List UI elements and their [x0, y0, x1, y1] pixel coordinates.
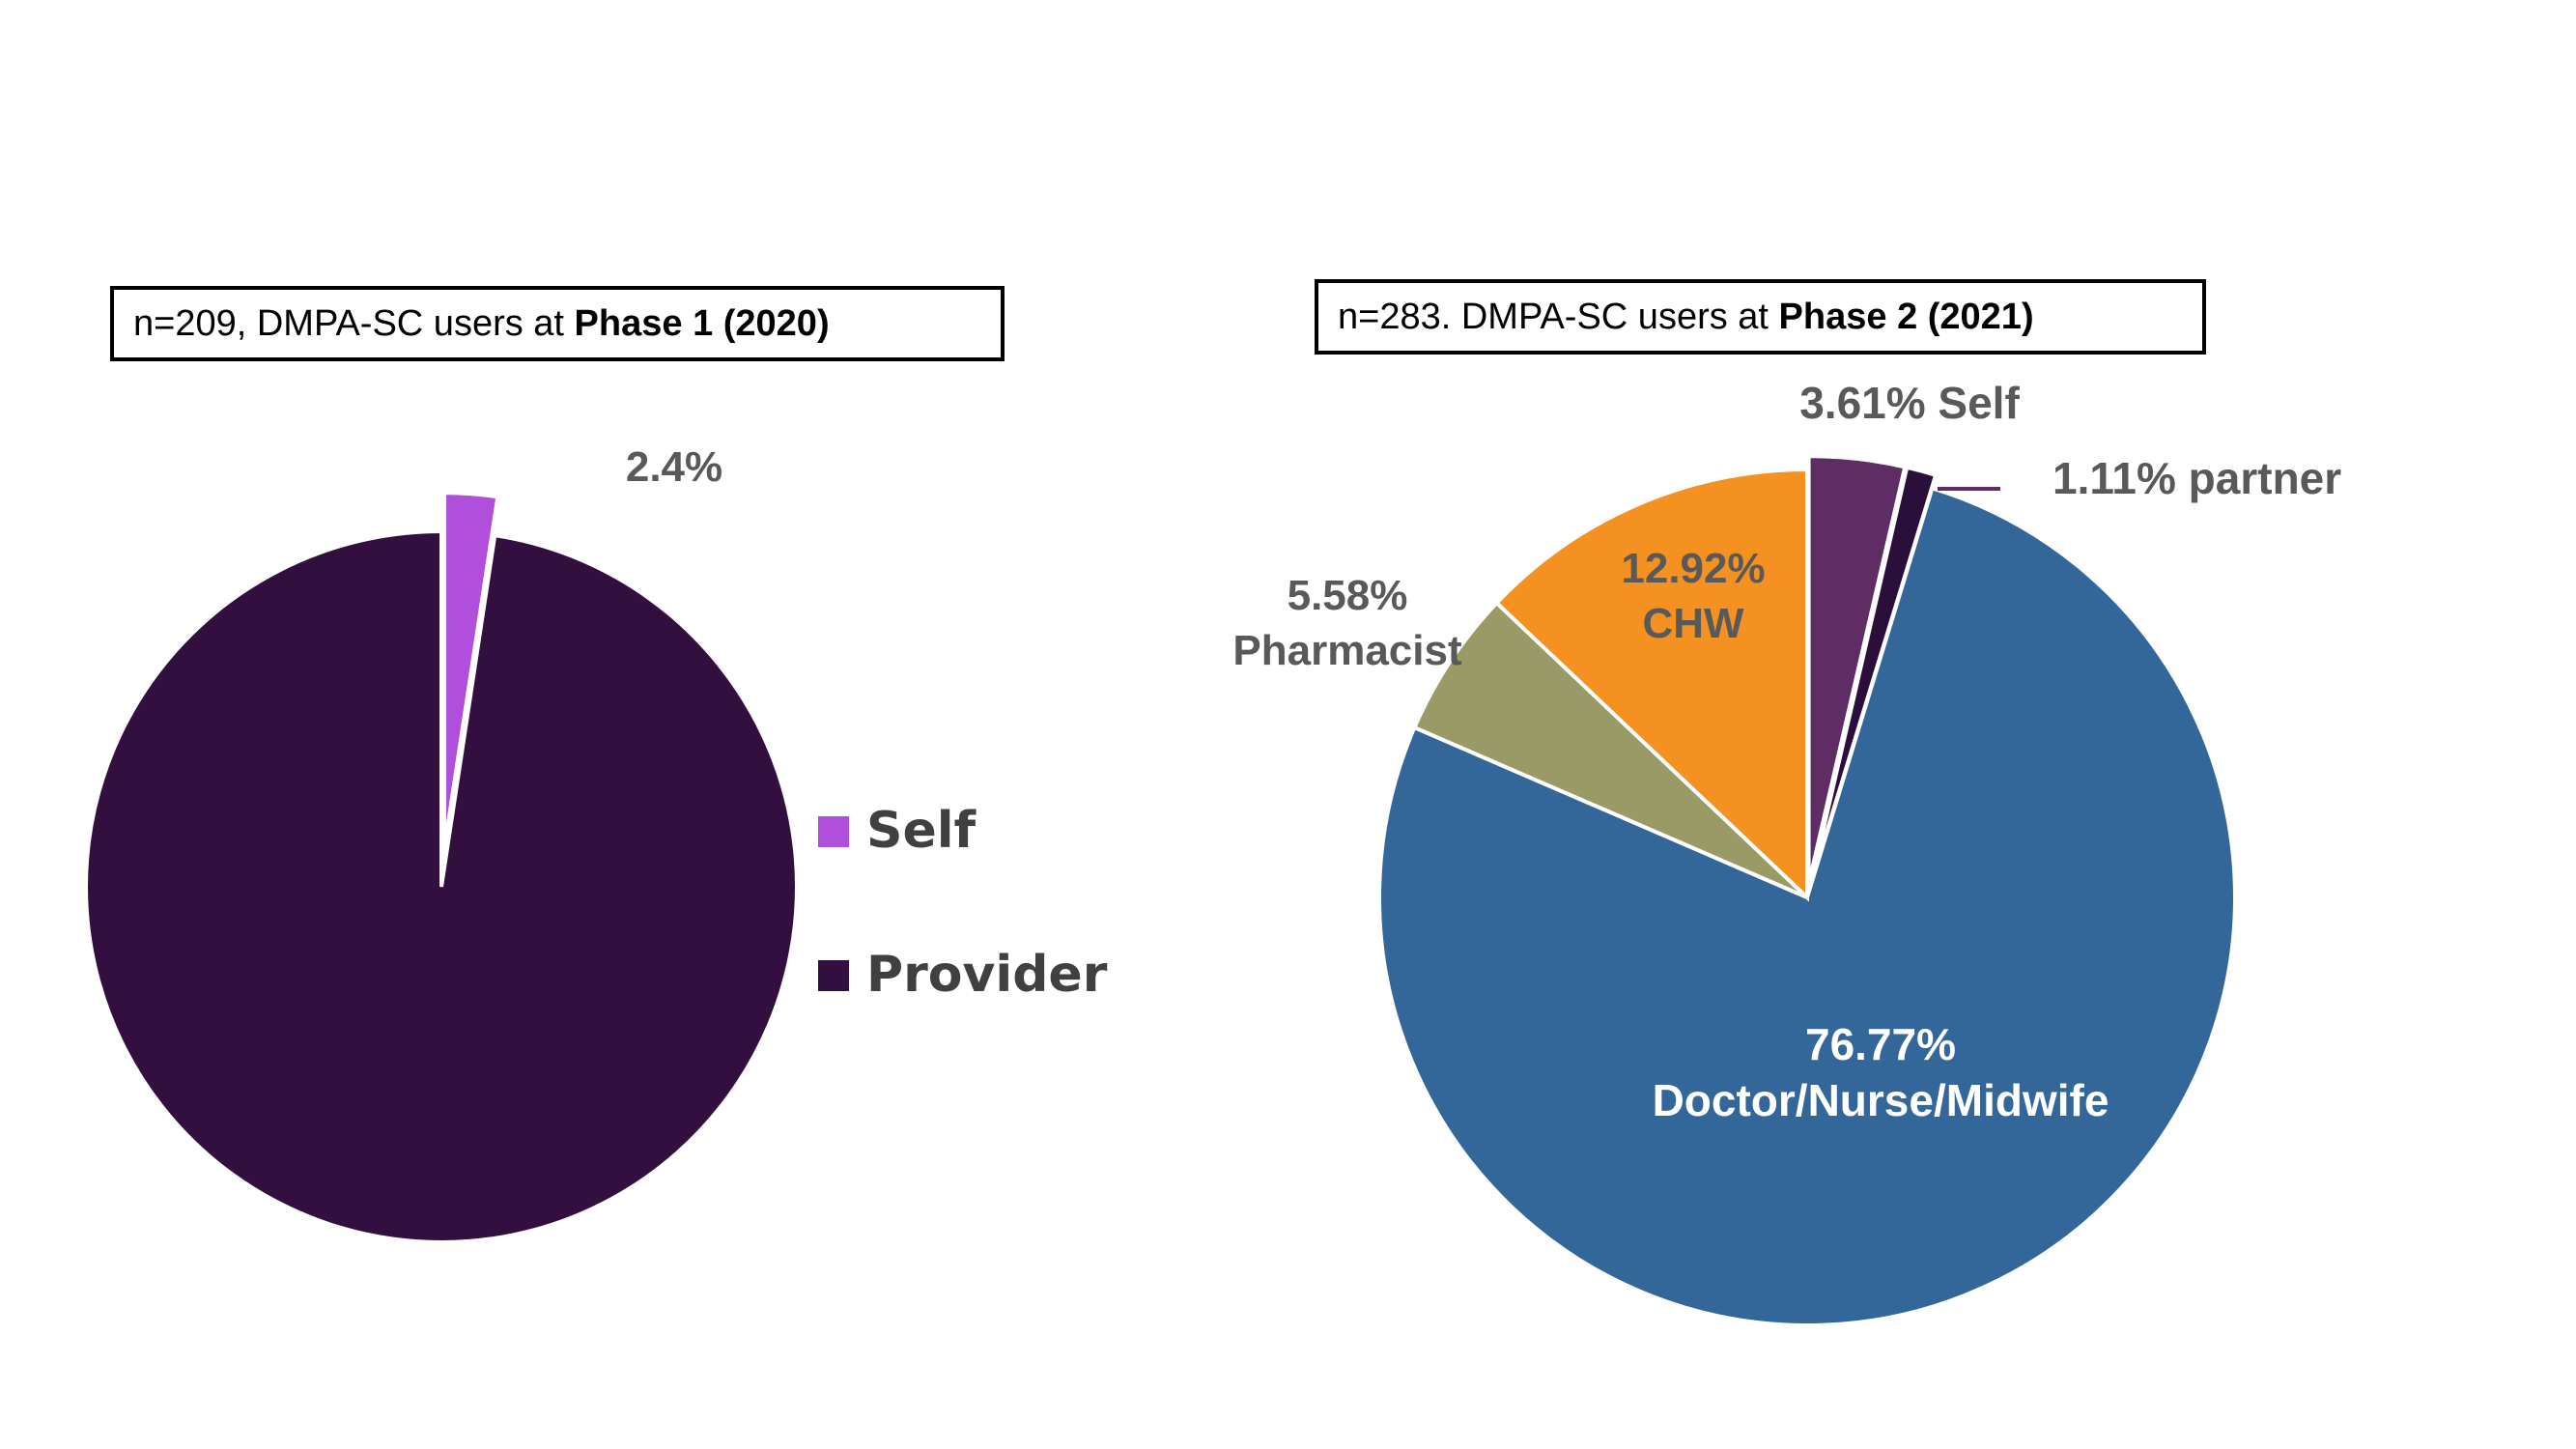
legend-swatch-self [818, 816, 849, 847]
phase1-title: n=209, DMPA-SC users at Phase 1 (2020) [110, 286, 1005, 361]
phase1-legend: Self Provider [818, 802, 1108, 1004]
phase2-slice-chw [1493, 467, 1809, 902]
phase2-slice-doctor-nurse-midwife [1377, 485, 2237, 1327]
phase2-doctor-value: 76.77% [1805, 1019, 1956, 1069]
phase2-title-prefix: n=283. DMPA-SC users at [1338, 296, 1779, 337]
phase1-slice-provider [84, 528, 799, 1244]
phase2-title: n=283. DMPA-SC users at Phase 2 (2021) [1315, 279, 2206, 355]
legend-label-provider: Provider [866, 946, 1108, 1004]
phase2-partner-label: 1.11% partner [2052, 453, 2341, 503]
phase1-title-prefix: n=209, DMPA-SC users at [133, 302, 575, 344]
legend-label-self: Self [866, 802, 977, 860]
phase2-title-bold: Phase 2 (2021) [1778, 296, 2034, 337]
phase2-self-label: 3.61% Self [1799, 378, 2020, 428]
phase2-slice-self [1806, 454, 1908, 885]
phase2-pie [1377, 454, 2237, 1327]
phase1-pie [84, 491, 799, 1244]
phase1-self-value-label: 2.4% [626, 443, 722, 491]
phase2-chw-label: CHW [1642, 600, 1744, 647]
phase2-pharmacist-value: 5.58% [1288, 572, 1408, 619]
legend-swatch-provider [818, 960, 849, 991]
phase2-chw-value: 12.92% [1621, 545, 1765, 592]
phase1-slice-self [442, 491, 500, 849]
phase2-doctor-label: Doctor/Nurse/Midwife [1653, 1075, 2109, 1125]
phase1-title-bold: Phase 1 (2020) [574, 302, 830, 344]
phase2-slice-pharmacist [1411, 600, 1809, 899]
phase2-pharmacist-label: Pharmacist [1232, 627, 1462, 674]
